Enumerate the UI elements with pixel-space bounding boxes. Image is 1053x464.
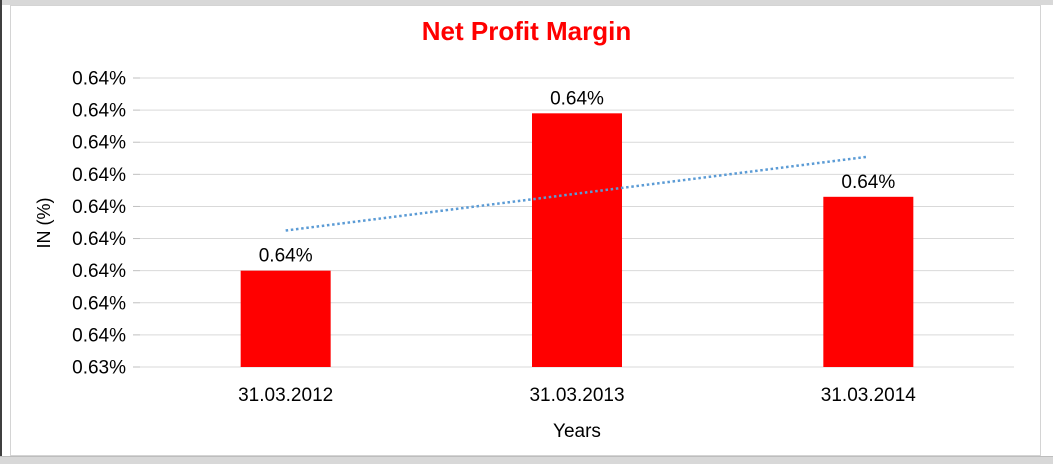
bottom-border-strip xyxy=(0,456,1053,464)
x-category-label: 31.03.2013 xyxy=(529,385,624,406)
x-category-label: 31.03.2014 xyxy=(821,385,917,406)
bar-31.03.2012 xyxy=(240,270,331,367)
x-axis-title: Years xyxy=(553,421,601,442)
y-tick-label: 0.64% xyxy=(72,165,126,186)
y-tick-label: 0.64% xyxy=(72,197,126,218)
bar-value-label: 0.64% xyxy=(259,246,313,267)
y-tick-label: 0.64% xyxy=(72,293,126,314)
y-tick-label: 0.64% xyxy=(72,133,126,154)
bar-value-label: 0.64% xyxy=(841,172,895,193)
y-tick-label: 0.64% xyxy=(72,69,126,90)
bar-31.03.2014 xyxy=(823,196,914,367)
top-border-strip xyxy=(0,0,1053,5)
bar-value-label: 0.64% xyxy=(550,88,604,109)
y-tick-label: 0.63% xyxy=(72,358,126,379)
y-tick-label: 0.64% xyxy=(72,229,126,250)
y-tick-label: 0.64% xyxy=(72,325,126,346)
trendline-dotted xyxy=(285,155,869,232)
x-category-label: 31.03.2012 xyxy=(238,385,333,406)
y-tick-label: 0.64% xyxy=(72,101,126,122)
bar-31.03.2013 xyxy=(532,113,622,367)
chart-title: Net Profit Margin xyxy=(421,16,632,46)
y-tick-label: 0.64% xyxy=(72,261,126,282)
y-axis-title: IN (%) xyxy=(34,197,54,249)
left-border-edge xyxy=(0,0,2,464)
